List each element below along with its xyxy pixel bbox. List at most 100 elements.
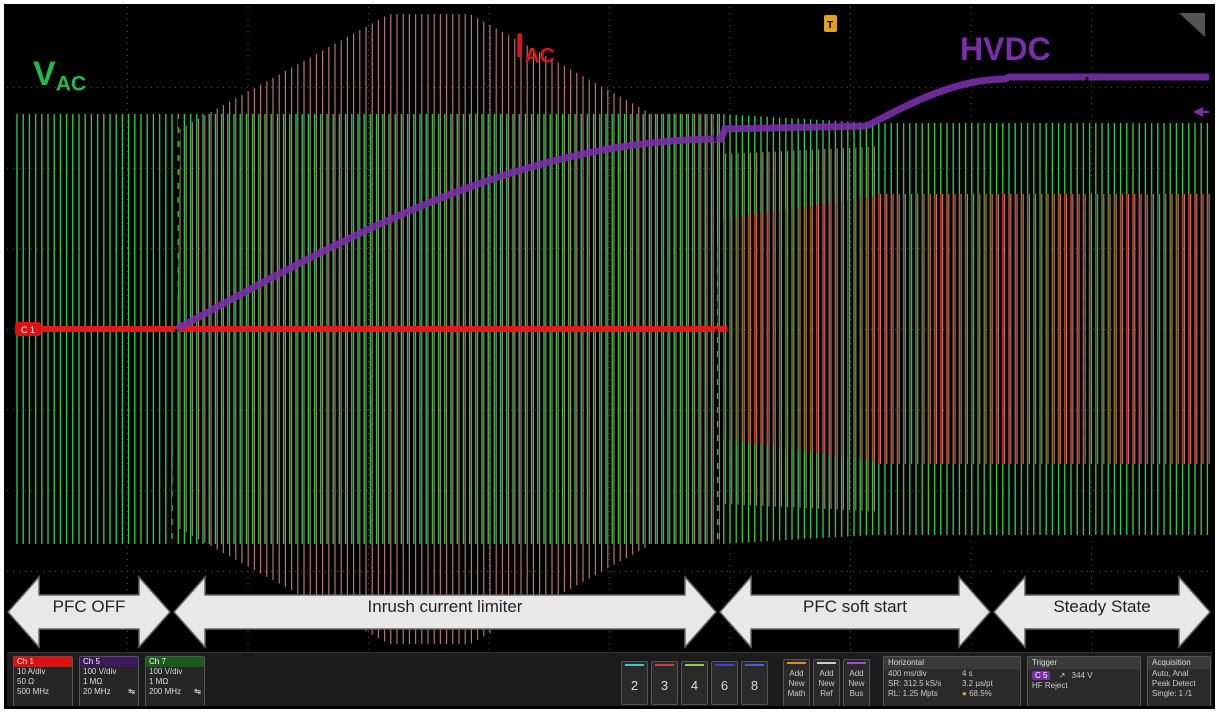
- add-new-ref-button[interactable]: Add New Ref: [813, 659, 840, 706]
- add-new-bus-button[interactable]: Add New Bus: [843, 659, 870, 706]
- trigger-level: 344 V: [1071, 671, 1093, 680]
- hvdc-waveform: [175, 73, 1209, 333]
- phase-boundary-2: [712, 7, 721, 652]
- phase-label: Inrush current limiter: [367, 597, 523, 616]
- new-text: New: [848, 679, 865, 688]
- channel-color-bar: [715, 664, 734, 666]
- acquisition-line: Auto, Anal: [1152, 669, 1189, 678]
- channel-number: 6: [720, 678, 729, 693]
- type-text: Ref: [820, 689, 833, 698]
- waveform-display[interactable]: C 1 T VAC IAC HVDC PFC OFF Inrush current…: [7, 7, 1212, 652]
- channel-impedance: 1 MΩ: [149, 677, 169, 686]
- channel-name: Ch 7: [146, 657, 204, 667]
- rising-edge-icon: ↗: [1058, 671, 1066, 680]
- channel-number: 8: [750, 678, 759, 693]
- button-color-bar: [847, 662, 866, 664]
- double-arrow-icon: [719, 575, 991, 649]
- channel-7-badge[interactable]: Ch 7 100 V/div 1 MΩ 200 MHz ↹: [145, 656, 205, 706]
- add-text: Add: [819, 669, 834, 678]
- channel-scale: 100 V/div: [83, 667, 117, 676]
- trigger-source-badge: C 5: [1032, 671, 1051, 680]
- channel-impedance: 1 MΩ: [83, 677, 103, 686]
- channel-number: 3: [660, 678, 669, 693]
- button-color-bar: [787, 662, 806, 664]
- phase-arrow-pfc-off: PFC OFF: [7, 575, 171, 649]
- horizontal-scale-row: 400 ms/div 4 s: [884, 669, 1020, 679]
- trigger-panel[interactable]: Trigger C 5 ↗ 344 V HF Reject: [1027, 656, 1141, 706]
- channel-2-button[interactable]: 2: [621, 661, 648, 705]
- acquisition-line: Peak Detect: [1152, 679, 1196, 688]
- phase-label: PFC soft start: [803, 597, 907, 616]
- channel-1-marker-label: C 1: [21, 325, 35, 335]
- waveform-canvas[interactable]: C 1 T: [7, 7, 1212, 652]
- channel-name: Ch 1: [14, 657, 72, 667]
- sample-rate: SR: 312.5 kS/s: [888, 679, 942, 688]
- double-arrow-shape: [7, 575, 171, 649]
- sample-interval: 3.2 µs/pt: [962, 679, 993, 688]
- trigger-marker-label: T: [827, 20, 833, 31]
- phase-label: Steady State: [1053, 597, 1151, 616]
- new-text: New: [788, 679, 805, 688]
- status-bar: Ch 1 10 A/div 50 Ω 500 MHz Ch 5 100 V/di…: [7, 652, 1212, 706]
- channel-impedance: 50 Ω: [17, 677, 35, 686]
- channel-color-bar: [745, 664, 764, 666]
- trigger-marker-icon: [824, 15, 837, 32]
- channel-bandwidth: 200 MHz ↹: [146, 687, 204, 697]
- acquisition-panel[interactable]: Acquisition Auto, Anal Peak Detect Singl…: [1147, 656, 1211, 706]
- double-arrow-shape: [993, 575, 1211, 649]
- phase-label: PFC OFF: [52, 597, 126, 616]
- channel-scale: 10 A/div: [17, 667, 46, 676]
- oscilloscope-frame: C 1 T VAC IAC HVDC PFC OFF Inrush current…: [4, 4, 1215, 709]
- channel-scale: 100 V/div: [149, 667, 183, 676]
- position-icon: ●: [962, 689, 967, 698]
- channel-bandwidth: 500 MHz: [17, 687, 50, 696]
- double-arrow-shape: [173, 575, 717, 649]
- record-length-row: RL: 1.25 Mpts ● 68.5%: [884, 689, 1020, 699]
- channel-number: 2: [630, 678, 639, 693]
- double-arrow-icon: [7, 575, 171, 649]
- add-new-math-button[interactable]: Add New Math: [783, 659, 810, 706]
- acquisition-title: Acquisition: [1148, 657, 1210, 669]
- channel-1-badge[interactable]: Ch 1 10 A/div 50 Ω 500 MHz: [13, 656, 73, 706]
- position-readout: ● 68.5%: [962, 689, 992, 699]
- bw-limit-icon: ↹: [128, 687, 135, 696]
- bw-text: 20 MHz: [83, 687, 111, 696]
- hvdc-label: HVDC: [960, 31, 1051, 67]
- horizontal-panel[interactable]: Horizontal 400 ms/div 4 s SR: 312.5 kS/s 3…: [883, 656, 1021, 706]
- bw-limit-icon: ↹: [194, 687, 201, 696]
- phase-arrow-steady-state: Steady State: [993, 575, 1211, 649]
- trigger-title: Trigger: [1028, 657, 1140, 669]
- channel-4-button[interactable]: 4: [681, 661, 708, 705]
- new-text: New: [818, 679, 835, 688]
- vac-label: VAC: [33, 55, 87, 96]
- channel-6-button[interactable]: 6: [711, 661, 738, 705]
- phase-arrow-soft-start: PFC soft start: [719, 575, 991, 649]
- add-text: Add: [849, 669, 864, 678]
- channel-color-bar: [655, 664, 674, 666]
- channel-8-button[interactable]: 8: [741, 661, 768, 705]
- channel-1-marker: [15, 322, 41, 336]
- phase-boundary-1: [169, 7, 183, 652]
- type-text: Math: [787, 689, 806, 698]
- channel-color-bar: [625, 664, 644, 666]
- add-text: Add: [789, 669, 804, 678]
- trigger-mode: HF Reject: [1032, 681, 1068, 690]
- trigger-row: C 5 ↗ 344 V: [1028, 669, 1140, 681]
- button-color-bar: [817, 662, 836, 664]
- channel-number: 4: [690, 678, 699, 693]
- type-text: Bus: [849, 689, 864, 698]
- corner-menu-icon: [1179, 13, 1205, 37]
- phase-arrow-inrush: Inrush current limiter: [173, 575, 717, 649]
- iac-label: IAC: [515, 27, 555, 68]
- channel-5-badge[interactable]: Ch 5 100 V/div 1 MΩ 20 MHz ↹: [79, 656, 139, 706]
- channel-color-bar: [685, 664, 704, 666]
- bw-text: 200 MHz: [149, 687, 182, 696]
- channel-bandwidth: 20 MHz ↹: [80, 687, 138, 697]
- channel-name: Ch 5: [80, 657, 138, 667]
- channel-3-button[interactable]: 3: [651, 661, 678, 705]
- horizontal-scale: 400 ms/div: [888, 669, 927, 678]
- record-length: RL: 1.25 Mpts: [888, 689, 938, 698]
- record-time: 4 s: [962, 669, 973, 678]
- acquisition-line: Single: 1 /1: [1152, 689, 1193, 698]
- double-arrow-icon: [173, 575, 717, 649]
